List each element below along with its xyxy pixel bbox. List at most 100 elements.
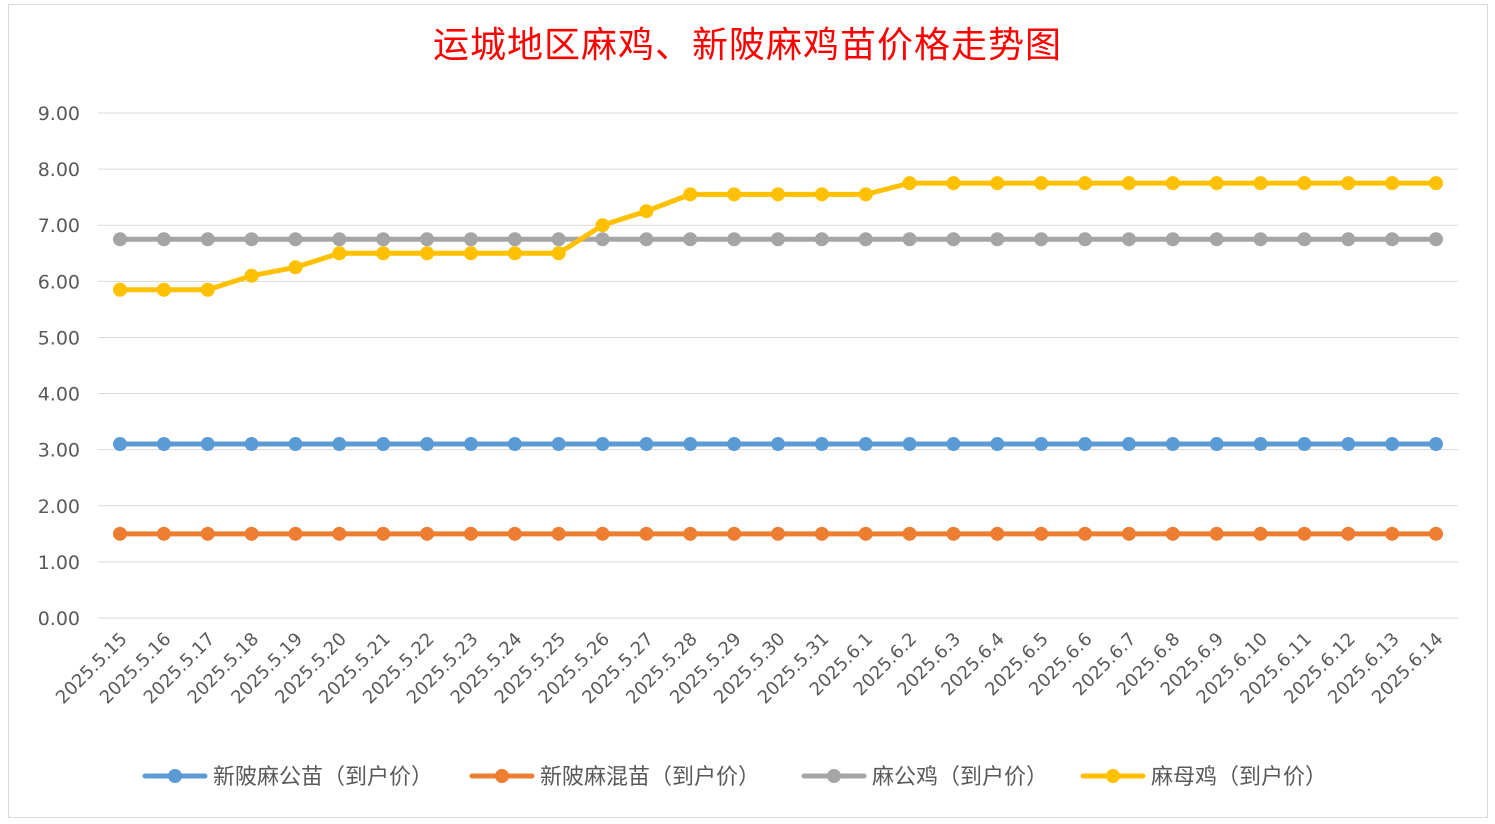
legend-item: 新陂麻公苗（到户价）	[142, 765, 433, 790]
y-tick-label: 0.00	[38, 608, 80, 630]
data-point	[683, 232, 698, 247]
data-point	[902, 526, 917, 541]
data-point	[156, 526, 171, 541]
data-point	[113, 437, 127, 452]
data-point	[902, 232, 917, 247]
data-point	[595, 218, 610, 233]
data-point	[200, 437, 215, 452]
data-point	[551, 232, 566, 247]
data-point	[1165, 437, 1180, 452]
y-tick-label: 1.00	[38, 552, 80, 574]
data-point	[858, 437, 873, 452]
data-point	[1034, 232, 1049, 247]
data-point	[156, 437, 171, 452]
legend-label: 麻公鸡（到户价）	[872, 765, 1048, 790]
y-tick-label: 9.00	[38, 103, 80, 125]
data-point	[683, 526, 698, 541]
data-point	[595, 232, 610, 247]
data-point	[1078, 176, 1093, 191]
data-point	[1385, 232, 1400, 247]
data-point	[1165, 176, 1180, 191]
data-point	[551, 526, 566, 541]
data-point	[420, 232, 435, 247]
legend-item: 麻母鸡（到户价）	[1080, 765, 1327, 790]
data-point	[200, 282, 215, 297]
series-lines	[113, 176, 1443, 541]
data-point	[1385, 176, 1400, 191]
legend-item: 麻公鸡（到户价）	[801, 765, 1048, 790]
data-point	[946, 437, 961, 452]
data-point	[113, 232, 127, 247]
legend-item: 新陂麻混苗（到户价）	[469, 765, 760, 790]
data-point	[1341, 526, 1356, 541]
y-tick-label: 7.00	[38, 215, 80, 237]
data-point	[376, 246, 391, 261]
legend-swatch-marker	[495, 769, 509, 783]
data-point	[595, 526, 610, 541]
data-point	[463, 232, 478, 247]
data-point	[946, 232, 961, 247]
legend: 新陂麻公苗（到户价） 新陂麻混苗（到户价） 麻公鸡（到户价） 麻母鸡（到户价）	[142, 765, 1327, 790]
data-point	[288, 260, 303, 275]
y-tick-label: 2.00	[38, 496, 80, 518]
data-point	[1297, 437, 1312, 452]
series	[113, 437, 1443, 452]
data-point	[814, 526, 829, 541]
data-point	[1209, 437, 1224, 452]
data-point	[1034, 437, 1049, 452]
data-point	[1034, 176, 1049, 191]
data-point	[420, 526, 435, 541]
data-point	[727, 437, 742, 452]
data-point	[814, 187, 829, 202]
chart-frame	[8, 4, 1488, 818]
data-point	[551, 246, 566, 261]
data-point	[1429, 437, 1443, 452]
data-point	[990, 437, 1005, 452]
data-point	[858, 232, 873, 247]
legend-swatch-marker	[168, 769, 182, 783]
series	[113, 176, 1443, 297]
data-point	[1385, 437, 1400, 452]
data-point	[1341, 232, 1356, 247]
data-point	[507, 232, 522, 247]
data-point	[156, 282, 171, 297]
data-point	[376, 526, 391, 541]
y-tick-label: 3.00	[38, 440, 80, 462]
data-point	[902, 176, 917, 191]
x-axis-ticks: 2025.5.152025.5.162025.5.172025.5.182025…	[52, 629, 1448, 709]
data-point	[507, 437, 522, 452]
data-point	[332, 232, 347, 247]
data-point	[1209, 232, 1224, 247]
data-point	[507, 526, 522, 541]
y-tick-label: 4.00	[38, 384, 80, 406]
data-point	[639, 204, 654, 219]
data-point	[1078, 526, 1093, 541]
data-point	[463, 437, 478, 452]
data-point	[244, 526, 259, 541]
data-point	[1429, 176, 1443, 191]
data-point	[1297, 526, 1312, 541]
data-point	[1253, 437, 1268, 452]
data-point	[1297, 176, 1312, 191]
data-point	[244, 232, 259, 247]
data-point	[1341, 437, 1356, 452]
data-point	[200, 526, 215, 541]
y-tick-label: 8.00	[38, 159, 80, 181]
data-point	[1121, 437, 1136, 452]
data-point	[771, 187, 785, 202]
y-tick-label: 5.00	[38, 327, 80, 349]
data-point	[902, 437, 917, 452]
data-point	[1121, 526, 1136, 541]
chart-title: 运城地区麻鸡、新陂麻鸡苗价格走势图	[432, 25, 1062, 66]
data-point	[639, 232, 654, 247]
data-point	[288, 437, 303, 452]
data-point	[771, 437, 785, 452]
data-point	[1078, 437, 1093, 452]
data-point	[332, 526, 347, 541]
y-axis-ticks: 0.00 1.00 2.00 3.00 4.00 5.00 6.00 7.00 8.00 9.00	[38, 103, 80, 630]
data-point	[1209, 176, 1224, 191]
data-point	[332, 437, 347, 452]
data-point	[1253, 232, 1268, 247]
data-point	[858, 187, 873, 202]
